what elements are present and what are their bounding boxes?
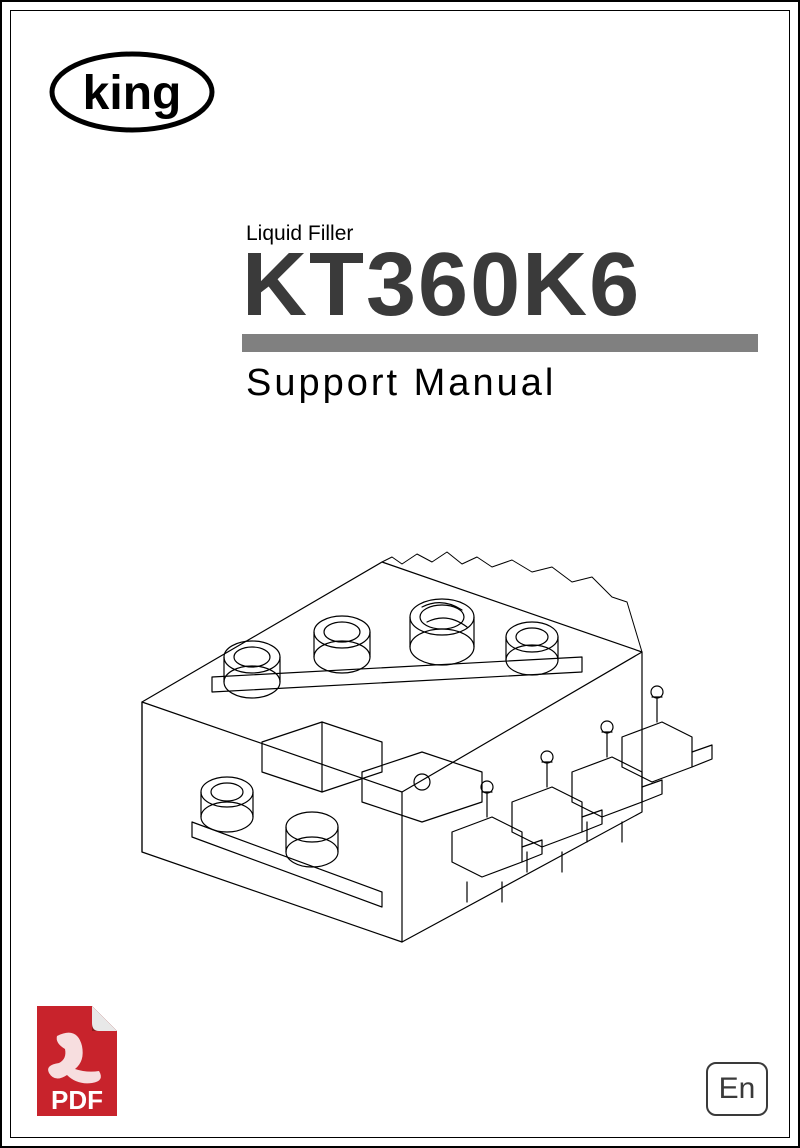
technical-diagram [82,482,742,962]
title-block: Liquid Filler KT360K6 Support Manual [242,222,758,405]
svg-text:PDF: PDF [51,1085,103,1115]
title-bar [242,334,758,352]
pdf-icon: PDF [27,1001,127,1121]
product-model: KT360K6 [242,240,758,330]
language-code: En [719,1072,756,1106]
svg-text:king: king [83,67,182,120]
support-label: Support Manual [246,362,758,405]
language-badge: En [706,1062,768,1116]
brand-logo: king [47,47,217,137]
